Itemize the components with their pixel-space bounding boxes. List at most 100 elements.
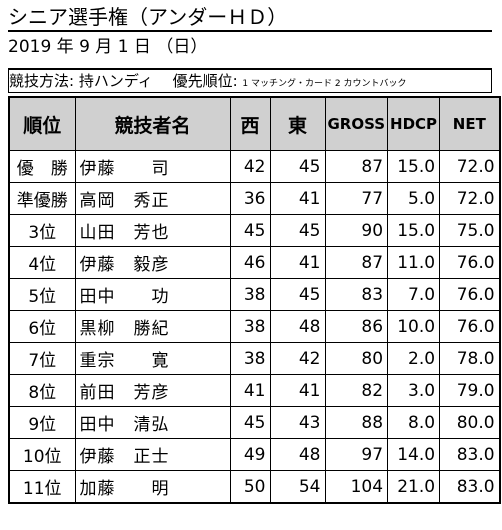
table-row: 優 勝伊藤 司 42 45 87 15.0 72.0 bbox=[8, 150, 501, 183]
table-row: 7位 重宗 寛 38 42 80 2.0 78.0 bbox=[8, 342, 501, 375]
table-row: 8位 前田 芳彦 41 41 82 3.0 79.0 bbox=[8, 374, 501, 407]
score-cell: 80.0 bbox=[439, 406, 501, 439]
score-cell: 54 bbox=[269, 470, 326, 504]
rank-cell: 優 勝 bbox=[8, 150, 76, 183]
rank-cell: 4位 bbox=[8, 246, 76, 279]
player-cell: 加藤 明 bbox=[74, 470, 231, 504]
score-cell: 42 bbox=[229, 150, 271, 183]
score-cell: 88 bbox=[324, 406, 389, 439]
score-cell: 77 bbox=[324, 182, 389, 215]
player-cell: 田中 功 bbox=[74, 278, 231, 311]
score-cell: 3.0 bbox=[387, 374, 441, 407]
score-cell: 72.0 bbox=[439, 150, 501, 183]
score-cell: 87 bbox=[324, 246, 389, 279]
score-cell: 38 bbox=[229, 278, 271, 311]
score-cell: 83.0 bbox=[439, 438, 501, 471]
score-cell: 15.0 bbox=[387, 150, 441, 183]
score-cell: 7.0 bbox=[387, 278, 441, 311]
score-cell: 78.0 bbox=[439, 342, 501, 375]
score-cell: 38 bbox=[229, 310, 271, 343]
rank-cell: 3位 bbox=[8, 214, 76, 247]
score-cell: 104 bbox=[324, 470, 389, 504]
score-cell: 15.0 bbox=[387, 214, 441, 247]
score-cell: 50 bbox=[229, 470, 271, 504]
player-cell: 重宗 寛 bbox=[74, 342, 231, 375]
column-header: 順位 bbox=[8, 96, 76, 151]
score-cell: 83.0 bbox=[439, 470, 501, 504]
score-cell: 41 bbox=[229, 374, 271, 407]
date: 2019 年 9 月 1 日 （日） bbox=[8, 37, 208, 57]
player-cell: 伊藤 毅彦 bbox=[74, 246, 231, 279]
player-cell: 田中 清弘 bbox=[74, 406, 231, 439]
score-cell: 2.0 bbox=[387, 342, 441, 375]
score-cell: 41 bbox=[269, 246, 326, 279]
score-cell: 41 bbox=[269, 374, 326, 407]
player-cell: 前田 芳彦 bbox=[74, 374, 231, 407]
score-cell: 21.0 bbox=[387, 470, 441, 504]
method: 競技方法: 持ハンディ bbox=[9, 72, 153, 90]
score-cell: 75.0 bbox=[439, 214, 501, 247]
table-row: 5位 田中 功 38 45 83 7.0 76.0 bbox=[8, 278, 501, 311]
score-cell: 72.0 bbox=[439, 182, 501, 215]
score-cell: 41 bbox=[269, 182, 326, 215]
score-cell: 80 bbox=[324, 342, 389, 375]
rank-cell: 11位 bbox=[8, 470, 76, 504]
score-cell: 45 bbox=[229, 214, 271, 247]
table-row: 3位 山田 芳也 45 45 90 15.0 75.0 bbox=[8, 214, 501, 247]
rank-cell: 準優勝 bbox=[8, 182, 76, 215]
rank-cell: 7位 bbox=[8, 342, 76, 375]
score-cell: 45 bbox=[229, 406, 271, 439]
score-cell: 14.0 bbox=[387, 438, 441, 471]
score-cell: 11.0 bbox=[387, 246, 441, 279]
score-cell: 49 bbox=[229, 438, 271, 471]
table-row: 11位 加藤 明 50 54 104 21.0 83.0 bbox=[8, 470, 501, 504]
table-row: 4位 伊藤 毅彦 46 41 87 11.0 76.0 bbox=[8, 246, 501, 279]
rank-cell: 5位 bbox=[8, 278, 76, 311]
rank-cell: 6位 bbox=[8, 310, 76, 343]
score-cell: 38 bbox=[229, 342, 271, 375]
player-cell: 伊藤 正士 bbox=[74, 438, 231, 471]
score-cell: 90 bbox=[324, 214, 389, 247]
table-row: 6位 黒柳 勝紀 38 48 86 10.0 76.0 bbox=[8, 310, 501, 343]
score-cell: 86 bbox=[324, 310, 389, 343]
table-row: 10位 伊藤 正士 49 48 97 14.0 83.0 bbox=[8, 438, 501, 471]
score-cell: 43 bbox=[269, 406, 326, 439]
player-cell: 山田 芳也 bbox=[74, 214, 231, 247]
rank-cell: 8位 bbox=[8, 374, 76, 407]
column-header: 西 bbox=[229, 96, 271, 151]
column-header: NET bbox=[439, 96, 501, 151]
results-table: 順位 競技者名西東 GROSS HDCP NET 優 勝伊藤 司 42 45 87 15.0 72… bbox=[8, 96, 501, 504]
header-row: 順位 競技者名西東 GROSS HDCP NET bbox=[8, 96, 501, 151]
priority-label: 優先順位: bbox=[172, 72, 238, 90]
score-cell: 76.0 bbox=[439, 246, 501, 279]
score-cell: 45 bbox=[269, 150, 326, 183]
player-cell: 伊藤 司 bbox=[74, 150, 231, 183]
player-cell: 黒柳 勝紀 bbox=[74, 310, 231, 343]
score-cell: 48 bbox=[269, 438, 326, 471]
title: シニア選手権（アンダーＨＤ） bbox=[8, 4, 492, 32]
score-cell: 83 bbox=[324, 278, 389, 311]
score-cell: 10.0 bbox=[387, 310, 441, 343]
score-cell: 82 bbox=[324, 374, 389, 407]
score-cell: 45 bbox=[269, 214, 326, 247]
table-body: 優 勝伊藤 司 42 45 87 15.0 72.0 準優勝 高岡 秀正 36 41 77 5.0 72… bbox=[8, 150, 501, 504]
score-cell: 45 bbox=[269, 278, 326, 311]
table-row: 準優勝 高岡 秀正 36 41 77 5.0 72.0 bbox=[8, 182, 501, 215]
rank-cell: 10位 bbox=[8, 438, 76, 471]
column-header: 東 bbox=[269, 96, 326, 151]
score-cell: 36 bbox=[229, 182, 271, 215]
score-cell: 46 bbox=[229, 246, 271, 279]
score-cell: 97 bbox=[324, 438, 389, 471]
score-cell: 76.0 bbox=[439, 310, 501, 343]
column-header: 競技者名 bbox=[74, 96, 231, 151]
column-header: HDCP bbox=[387, 96, 441, 151]
player-cell: 高岡 秀正 bbox=[74, 182, 231, 215]
priority: 1 マッチング・カード 2 カウントバック bbox=[242, 79, 407, 89]
score-cell: 8.0 bbox=[387, 406, 441, 439]
rule-box: 競技方法: 持ハンディ 優先順位: 1 マッチング・カード 2 カウントバック bbox=[8, 68, 492, 93]
score-cell: 48 bbox=[269, 310, 326, 343]
score-cell: 42 bbox=[269, 342, 326, 375]
score-cell: 79.0 bbox=[439, 374, 501, 407]
rank-cell: 9位 bbox=[8, 406, 76, 439]
